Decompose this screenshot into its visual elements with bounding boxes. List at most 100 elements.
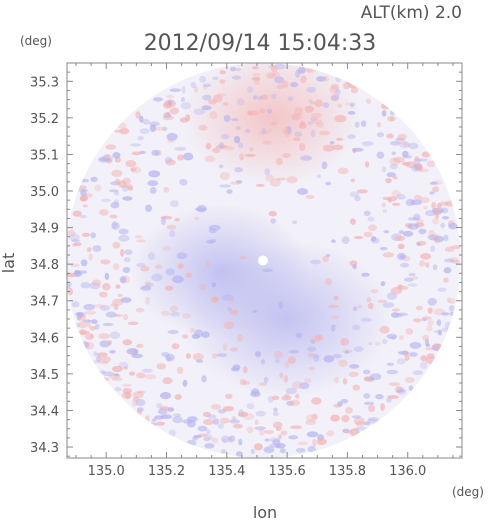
speckle [130,350,135,355]
speckle [111,377,123,381]
speckle [361,272,370,277]
speckle [251,76,261,81]
speckle [276,84,284,90]
speckle [122,339,133,346]
speckle [230,66,236,72]
speckle [306,431,319,438]
speckle [326,430,335,437]
speckle [382,338,388,345]
speckle [437,287,447,292]
speckle [330,93,339,102]
speckle [348,371,359,377]
speckle [135,307,145,313]
speckle [210,238,217,244]
speckle [368,224,377,231]
speckle [169,107,180,115]
speckle [252,66,259,70]
speckle [101,377,110,382]
speckle [108,189,119,193]
speckle [310,116,317,122]
speckle [380,403,385,411]
speckle [223,321,235,329]
speckle [244,153,256,158]
speckle [258,108,266,114]
speckle [112,263,120,271]
speckle [204,155,216,163]
speckle [386,362,395,366]
speckle [111,365,123,373]
speckle [71,301,80,308]
speckle [311,397,322,405]
chart-title: 2012/09/14 15:04:33 [144,31,377,56]
speckle [165,159,176,166]
speckle [293,137,301,142]
speckle [363,210,371,216]
speckle [440,207,449,214]
speckle [219,184,232,188]
speckle [238,438,243,446]
speckle [217,409,227,414]
speckle [424,210,437,217]
speckle [209,111,218,119]
speckle [114,129,122,133]
speckle [79,194,88,202]
speckle [118,228,129,235]
speckle [162,377,173,385]
speckle [361,141,374,147]
speckle [162,126,168,132]
speckle [349,191,360,198]
speckle [193,435,202,439]
speckle [255,410,267,417]
speckle [305,66,314,73]
speckle [72,210,82,217]
speckle [288,435,299,440]
speckle [142,118,150,125]
speckle [368,404,376,412]
x-tick-label: 136.0 [389,464,426,479]
speckle [407,223,419,230]
speckle [350,103,355,108]
speckle [300,75,307,84]
speckle [205,260,211,269]
speckle [396,193,406,200]
speckle [287,96,294,102]
x-tick-label: 135.6 [269,464,306,479]
speckle [211,282,217,288]
speckle [182,334,189,339]
speckle [136,390,146,394]
speckle [80,178,89,183]
speckle [325,254,331,257]
speckle [120,297,132,303]
speckle [329,85,339,94]
speckle [436,203,442,209]
speckle [441,312,450,316]
speckle [426,160,436,168]
speckle [149,124,157,132]
y-unit-label: (deg) [20,34,52,48]
speckle [435,212,439,220]
x-tick-label: 135.2 [148,464,185,479]
speckle [316,76,326,82]
speckle [295,447,306,453]
speckle [177,154,185,161]
speckle [433,235,444,243]
radar-site-marker [257,255,268,266]
speckle [427,234,439,241]
speckle [263,376,269,384]
speckle [337,167,349,175]
speckle [122,383,132,387]
speckle [166,224,177,230]
speckle [109,350,116,354]
speckle [322,102,330,109]
speckle [160,217,166,225]
speckle [367,417,380,422]
speckle [229,309,239,315]
speckle [404,353,410,362]
speckle [428,233,441,241]
speckle [237,411,249,417]
speckle [98,209,109,216]
speckle [280,430,288,436]
speckle [172,275,184,284]
speckle [432,186,440,193]
speckle [117,122,127,129]
